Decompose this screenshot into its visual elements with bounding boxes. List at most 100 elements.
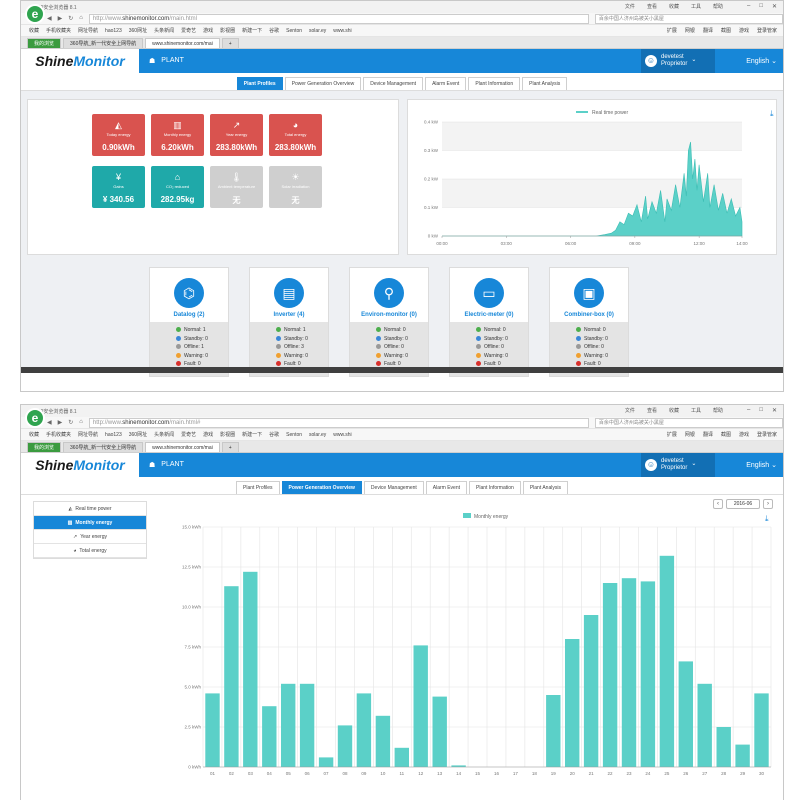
fav-item[interactable]: 新建一下 [242, 432, 263, 438]
fav-item[interactable]: 游戏 [203, 28, 214, 34]
back-icon[interactable]: ◀ [47, 420, 52, 426]
next-month-button[interactable]: › [763, 499, 773, 509]
date-input[interactable]: 2016-06 [726, 499, 760, 509]
user-menu[interactable]: ☺ devetest Proprietor ⌄ [641, 48, 715, 73]
url-input[interactable]: http://www. shinemonitor.com/main.html# [88, 417, 589, 428]
menu-tools[interactable]: 工具 [690, 408, 701, 414]
tab-plant-profiles[interactable]: Plant Profiles [236, 481, 280, 494]
plant-menu[interactable]: ☗ PLANT [149, 57, 184, 65]
device-card-environ-monitor[interactable]: ⚲ Environ-monitor (0) Normal: 0 Standby:… [349, 267, 429, 377]
search-input[interactable]: 百余中国人济州岛被关小黑屋 [594, 417, 783, 428]
tab-alarm-event[interactable]: Alarm Event [425, 481, 468, 494]
forward-icon[interactable]: ▶ [57, 16, 63, 22]
fav-right-item[interactable]: 截图 [720, 432, 731, 438]
menu-help[interactable]: 帮助 [712, 408, 723, 414]
fav-item[interactable]: 网址导航 [78, 28, 99, 34]
menu-real-time-power[interactable]: ◭ Real time power [34, 502, 146, 516]
menu-view[interactable]: 查看 [646, 4, 657, 10]
fav-right-item[interactable]: 翻译 [702, 432, 713, 438]
fav-right-item[interactable]: 翻译 [702, 28, 713, 34]
device-card-electric-meter[interactable]: ▭ Electric-meter (0) Normal: 0 Standby: … [449, 267, 529, 377]
fav-item[interactable]: 爱奇艺 [181, 28, 197, 34]
user-menu[interactable]: ☺ devetest Proprietor ⌄ [641, 452, 715, 477]
shinemonitor-logo[interactable]: Shine Monitor [21, 452, 139, 477]
fav-right-item[interactable]: 登录管家 [756, 432, 777, 438]
fav-right-item[interactable]: 扩展 [666, 28, 677, 34]
menu-year-energy[interactable]: ↗ Year energy [34, 530, 146, 544]
url-input[interactable]: http://www. shinemonitor.com/main.html [88, 13, 589, 24]
fav-item[interactable]: 游戏 [203, 432, 214, 438]
tab-power-generation[interactable]: Power Generation Overview [281, 481, 362, 494]
close-icon[interactable]: ✕ [771, 408, 777, 414]
menu-favorites[interactable]: 收藏 [668, 4, 679, 10]
menu-file[interactable]: 文件 [624, 4, 635, 10]
fav-item[interactable]: www.shi [333, 431, 352, 438]
reload-icon[interactable]: ↻ [68, 16, 74, 22]
plant-menu[interactable]: ☗ PLANT [149, 461, 184, 469]
fav-right-item[interactable]: 网银 [684, 432, 695, 438]
minimize-icon[interactable]: – [747, 407, 751, 413]
close-icon[interactable]: ✕ [771, 4, 777, 10]
fav-item[interactable]: 爱奇艺 [181, 432, 197, 438]
fav-item[interactable]: hao123 [105, 431, 122, 438]
fav-item[interactable]: Senton [286, 431, 303, 438]
shinemonitor-logo[interactable]: Shine Monitor [21, 48, 139, 73]
device-card-datalog[interactable]: ⌬ Datalog (2) Normal: 1 Standby: 0 Offli… [149, 267, 229, 377]
tab-device-management[interactable]: Device Management [363, 481, 424, 494]
forward-icon[interactable]: ▶ [57, 420, 63, 426]
fav-item[interactable]: solar.ey [309, 27, 327, 34]
tab-power-generation[interactable]: Power Generation Overview [284, 77, 362, 90]
fav-item[interactable]: 新建一下 [242, 28, 263, 34]
fav-item[interactable]: 收藏 [29, 432, 40, 438]
tab-plant-profiles[interactable]: Plant Profiles [236, 77, 283, 90]
menu-total-energy[interactable]: ◕ Total energy [34, 544, 146, 558]
language-select[interactable]: English ⌄ [746, 461, 777, 469]
fav-item[interactable]: 影视圈 [220, 432, 236, 438]
fav-item[interactable]: 谷歌 [269, 432, 280, 438]
browser-tab-active[interactable]: www.shinemonitor.com/mai [145, 442, 220, 452]
search-input[interactable]: 百余中国人济州岛被关小黑屋 [594, 13, 783, 24]
fav-item[interactable]: 头条新闻 [154, 28, 175, 34]
reload-icon[interactable]: ↻ [68, 420, 74, 426]
minimize-icon[interactable]: – [747, 3, 751, 9]
language-select[interactable]: English ⌄ [746, 57, 777, 65]
fav-right-item[interactable]: 网银 [684, 28, 695, 34]
browser-tab[interactable]: 我的浏览 [27, 38, 62, 48]
tab-plant-analysis[interactable]: Plant Analysis [522, 481, 568, 494]
tab-plant-information[interactable]: Plant Information [469, 481, 521, 494]
browser-tab[interactable]: 我的浏览 [27, 442, 62, 452]
fav-item[interactable]: 谷歌 [269, 28, 280, 34]
new-tab-button[interactable]: + [221, 442, 239, 452]
menu-monthly-energy[interactable]: ▥ Monthly energy [34, 516, 146, 530]
tab-plant-analysis[interactable]: Plant Analysis [522, 77, 568, 90]
menu-favorites[interactable]: 收藏 [668, 408, 679, 414]
maximize-icon[interactable]: □ [759, 3, 763, 9]
prev-month-button[interactable]: ‹ [713, 499, 723, 509]
tab-device-management[interactable]: Device Management [363, 77, 424, 90]
device-card-inverter[interactable]: ▤ Inverter (4) Normal: 1 Standby: 0 Offl… [249, 267, 329, 377]
fav-right-item[interactable]: 游戏 [738, 432, 749, 438]
browser-tab[interactable]: 360导航_新一代安全上网导航 [63, 38, 144, 48]
browser-tab[interactable]: 360导航_新一代安全上网导航 [63, 442, 144, 452]
fav-item[interactable]: solar.ey [309, 431, 327, 438]
fav-item[interactable]: 头条新闻 [154, 432, 175, 438]
new-tab-button[interactable]: + [221, 38, 239, 48]
fav-item[interactable]: hao123 [105, 27, 122, 34]
back-icon[interactable]: ◀ [47, 16, 52, 22]
fav-right-item[interactable]: 游戏 [738, 28, 749, 34]
fav-item[interactable]: Senton [286, 27, 303, 34]
fav-item[interactable]: 手机收藏夹 [46, 432, 72, 438]
menu-help[interactable]: 帮助 [712, 4, 723, 10]
menu-tools[interactable]: 工具 [690, 4, 701, 10]
tab-alarm-event[interactable]: Alarm Event [425, 77, 467, 90]
fav-item[interactable]: 360网址 [128, 432, 148, 438]
home-icon[interactable]: ⌂ [79, 419, 83, 425]
home-icon[interactable]: ⌂ [79, 15, 83, 21]
fav-right-item[interactable]: 登录管家 [756, 28, 777, 34]
fav-right-item[interactable]: 扩展 [666, 432, 677, 438]
fav-item[interactable]: www.shi [333, 27, 352, 34]
fav-item[interactable]: 手机收藏夹 [46, 28, 72, 34]
fav-item[interactable]: 网址导航 [78, 432, 99, 438]
fav-item[interactable]: 360网址 [128, 28, 148, 34]
menu-file[interactable]: 文件 [624, 408, 635, 414]
